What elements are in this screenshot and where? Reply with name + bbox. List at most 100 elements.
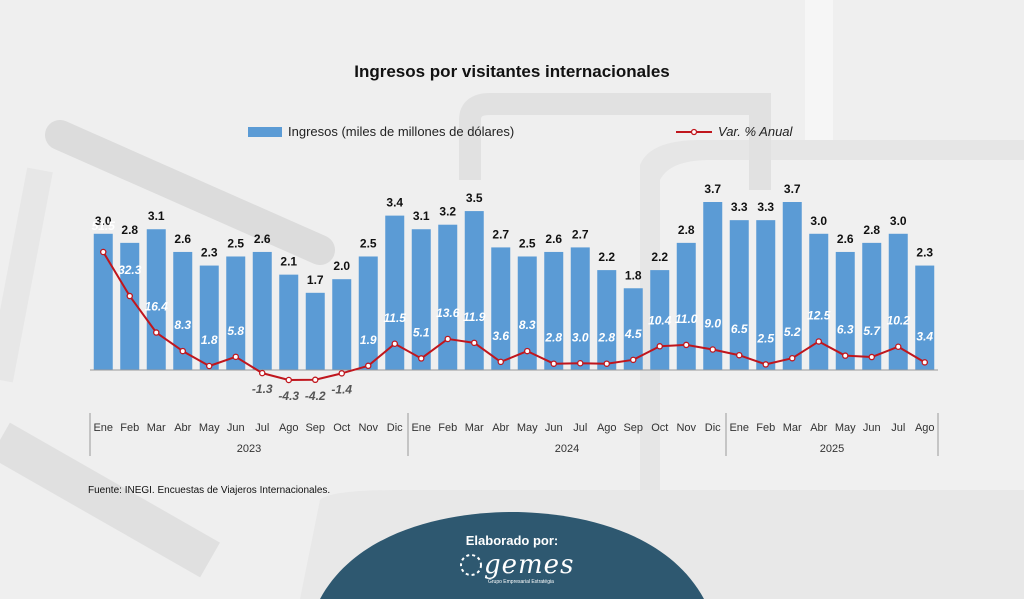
x-tick-label: Ene	[411, 422, 431, 434]
line-value-label: 6.3	[837, 323, 854, 337]
bar	[438, 224, 458, 370]
bar-value-label: 2.6	[254, 232, 271, 246]
bar	[305, 292, 325, 370]
line-point	[709, 346, 717, 353]
bar-value-label: 2.7	[492, 227, 509, 241]
year-label: 2024	[555, 443, 579, 455]
line-point	[470, 339, 478, 347]
line-value-label: 3.0	[572, 330, 589, 344]
line-value-label: 1.8	[201, 333, 218, 347]
bar-value-label: 2.6	[545, 232, 562, 246]
line-point	[444, 335, 451, 343]
bar-value-label: 3.3	[731, 200, 748, 214]
bar	[279, 274, 299, 370]
bar-value-label: 2.6	[837, 232, 854, 246]
line-point	[762, 361, 770, 368]
line-point	[815, 338, 823, 345]
legend-label-ingresos: Ingresos (miles de millones de dólares)	[288, 124, 515, 139]
bar	[120, 242, 140, 370]
line-value-label: 3.6	[492, 329, 509, 343]
bar	[491, 247, 511, 370]
bar	[385, 215, 405, 370]
line-value-label: 6.5	[731, 322, 748, 336]
line-point	[338, 370, 345, 377]
bar	[756, 220, 776, 370]
bar-value-label: 2.5	[227, 236, 244, 250]
x-tick-label: Ago	[915, 422, 935, 434]
x-tick-label: May	[199, 422, 220, 434]
bar	[703, 202, 723, 370]
x-tick-label: Ago	[279, 422, 299, 434]
bar-value-label: 2.6	[174, 232, 191, 246]
line-value-label: 5.1	[413, 325, 430, 339]
bar	[358, 256, 378, 370]
line-value-label: 1.9	[360, 333, 377, 347]
line-point	[285, 376, 292, 384]
x-tick-label: Abr	[810, 422, 827, 434]
year-label: 2023	[237, 443, 261, 455]
legend-item-ingresos: Ingresos (miles de millones de dólares)	[248, 124, 514, 139]
bar-value-label: 3.7	[704, 182, 721, 196]
line-point	[524, 347, 531, 355]
line-point	[577, 360, 584, 367]
logo-brand: gemes	[484, 550, 575, 580]
line-point	[683, 341, 690, 349]
line-point	[152, 329, 160, 336]
line-value-label: 10.2	[887, 314, 911, 328]
x-tick-label: Ene	[729, 422, 749, 434]
x-tick-label: Abr	[492, 422, 509, 434]
line-value-label: -4.3	[278, 389, 299, 403]
x-tick-label: Mar	[465, 422, 484, 434]
line-value-label: 5.7	[863, 324, 881, 338]
bar-value-label: 2.8	[863, 223, 880, 237]
line-point	[656, 343, 664, 350]
bar-value-label: 3.1	[148, 209, 165, 223]
line-value-label: 2.8	[544, 331, 562, 345]
legend-line-swatch	[676, 128, 712, 135]
line-value-label: 5.8	[227, 324, 244, 338]
line-point	[921, 359, 929, 366]
bar	[332, 279, 352, 370]
line-point	[895, 343, 902, 350]
line-value-label: 3.4	[916, 329, 933, 343]
x-tick-label: May	[517, 422, 538, 434]
bar-value-label: 1.8	[625, 268, 642, 282]
bar	[862, 242, 882, 370]
x-tick-label: Oct	[651, 422, 668, 434]
x-tick-label: Sep	[623, 422, 643, 434]
legend-item-variacion: Var. % Anual	[676, 124, 792, 139]
x-tick-label: Jun	[863, 422, 881, 434]
bar	[888, 233, 908, 370]
legend-label-variacion: Var. % Anual	[718, 124, 793, 139]
bar	[517, 256, 537, 370]
bar-value-label: 3.0	[95, 214, 112, 228]
x-tick-label: Jul	[891, 422, 905, 434]
line-value-label: 2.5	[756, 331, 774, 345]
year-label: 2025	[820, 443, 844, 455]
x-tick-label: Jun	[545, 422, 563, 434]
bar	[173, 251, 193, 370]
bar	[411, 229, 431, 370]
line-value-label: 11.9	[463, 310, 486, 324]
bar-value-label: 2.5	[360, 236, 377, 250]
line-point	[311, 376, 319, 384]
line-value-label: 9.0	[704, 316, 721, 330]
line-point	[603, 360, 611, 367]
bar-value-label: 1.7	[307, 273, 324, 287]
line-value-label: 4.5	[624, 327, 642, 341]
x-tick-label: Feb	[756, 422, 775, 434]
bar	[676, 242, 696, 370]
line-point	[842, 352, 849, 359]
x-tick-label: Sep	[305, 422, 325, 434]
line-value-label: -1.4	[331, 382, 352, 396]
x-tick-label: Ago	[597, 422, 617, 434]
bar-value-label: 2.2	[651, 250, 668, 264]
line-value-label: 8.3	[174, 318, 191, 332]
badge-label: Elaborado por:	[465, 533, 559, 548]
x-tick-label: Nov	[676, 422, 696, 434]
bar	[729, 220, 749, 370]
line-value-label: 8.3	[519, 318, 536, 332]
line-value-label: 32.3	[118, 263, 142, 277]
chart-title: Ingresos por visitantes internacionales	[354, 62, 670, 81]
